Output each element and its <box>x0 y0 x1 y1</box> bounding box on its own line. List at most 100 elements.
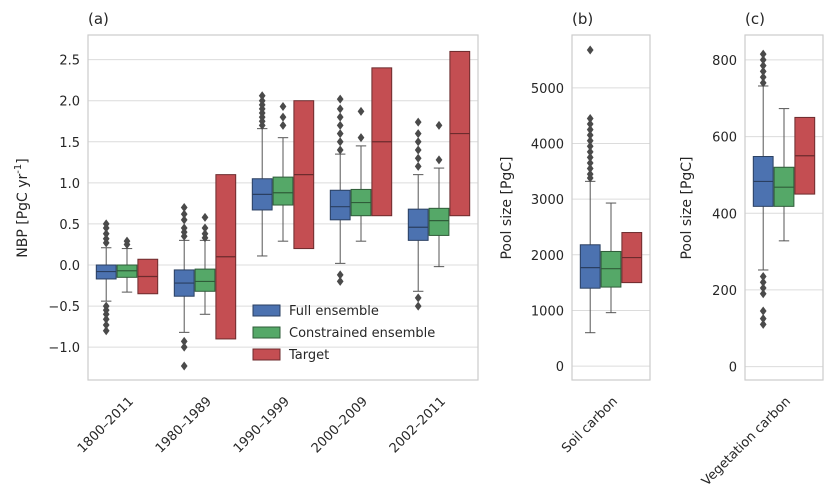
outlier-marker <box>586 169 594 179</box>
outlier-marker <box>336 270 344 280</box>
ytick-label: −0.5 <box>48 300 80 315</box>
box-constrained-ensemble <box>194 212 216 315</box>
outlier-marker <box>435 155 443 165</box>
outlier-marker <box>586 152 594 162</box>
panel-a-ylabel: NBP [PgC yr-1] <box>13 158 31 257</box>
outlier-marker <box>336 129 344 139</box>
outlier-marker <box>336 112 344 122</box>
box-full-ensemble <box>95 219 117 336</box>
xtick-label: 2000–2009 <box>309 394 371 456</box>
outlier-marker <box>336 276 344 286</box>
xtick-label: 1980–1989 <box>153 394 215 456</box>
ytick-label: 400 <box>712 207 737 222</box>
panel-c-frame <box>744 34 824 381</box>
ytick-label: 4000 <box>531 138 564 153</box>
panel-a: (a) −1.0 −0.5 0.0 0.5 1.0 1.5 2.0 2.5 1800–2011… <box>13 10 479 456</box>
outlier-marker <box>102 234 110 244</box>
outlier-marker <box>180 203 188 212</box>
outlier-marker <box>414 153 422 163</box>
box-full-ensemble <box>173 203 195 371</box>
outlier-marker <box>201 212 209 222</box>
outlier-marker <box>180 223 188 233</box>
box-target <box>621 232 643 284</box>
ytick-label: 2.0 <box>59 95 80 110</box>
outlier-marker <box>586 125 594 135</box>
outlier-marker <box>586 130 594 140</box>
legend: Full ensemble Constrained ensemble Target <box>252 304 435 363</box>
legend-swatch <box>252 348 281 361</box>
panel-b: (b) 0 1000 2000 3000 4000 5000 Soil carbon Po… <box>499 10 651 456</box>
outlier-marker <box>435 120 443 130</box>
outlier-marker <box>586 158 594 168</box>
box-full-ensemble <box>407 117 429 311</box>
ytick-label: 1000 <box>531 304 564 319</box>
panel-b-label: (b) <box>572 10 593 28</box>
box-constrained-ensemble <box>272 101 294 242</box>
outlier-marker <box>759 314 767 324</box>
box-body <box>194 268 216 292</box>
panel-a-frame <box>87 34 479 381</box>
panel-c: (c) 0 200 400 600 800 Vegetation carbon Pool… <box>679 10 824 489</box>
outlier-marker <box>586 113 594 123</box>
ytick-label: 0.0 <box>59 259 80 274</box>
xtick-label: Vegetation carbon <box>699 394 794 489</box>
outlier-marker <box>759 78 767 88</box>
box-constrained-ensemble <box>350 106 372 242</box>
box-target <box>215 174 237 340</box>
outlier-marker <box>759 289 767 299</box>
panel-a-label: (a) <box>88 10 109 28</box>
outlier-marker <box>759 49 767 59</box>
outlier-marker <box>414 301 422 311</box>
box-full-ensemble <box>329 94 351 286</box>
outlier-marker <box>180 361 188 371</box>
outlier-marker <box>357 133 365 143</box>
outlier-marker <box>102 320 110 330</box>
outlier-marker <box>102 326 110 336</box>
panel-b-frame <box>571 34 651 381</box>
ytick-label: 0 <box>729 361 737 376</box>
outlier-marker <box>586 45 594 55</box>
box-full-ensemble <box>251 91 273 257</box>
outlier-marker <box>586 136 594 146</box>
outlier-marker <box>258 91 266 101</box>
panel-a-ytick-labels: −1.0 −0.5 0.0 0.5 1.0 1.5 2.0 2.5 <box>48 54 80 356</box>
outlier-marker <box>586 147 594 157</box>
outlier-marker <box>414 129 422 139</box>
ytick-label: 2.5 <box>59 54 80 69</box>
ytick-label: 3000 <box>531 193 564 208</box>
box-constrained-ensemble <box>116 236 138 293</box>
ytick-label: −1.0 <box>48 341 80 356</box>
panel-a-xtick-labels: 1800–2011 1980–1989 1990–1999 2000–2009 2002… <box>75 394 449 456</box>
panel-b-ylabel: Pool size [PgC] <box>499 156 515 259</box>
box-body <box>428 207 450 236</box>
box-target <box>293 100 315 250</box>
ytick-label: 1.5 <box>59 136 80 151</box>
outlier-marker <box>102 314 110 324</box>
outlier-marker <box>102 219 110 229</box>
panel-a-boxes <box>95 50 471 371</box>
outlier-marker <box>759 66 767 76</box>
box-constrained-ensemble <box>600 202 622 314</box>
outlier-marker <box>759 283 767 293</box>
outlier-marker <box>759 61 767 71</box>
box-body <box>272 176 294 206</box>
outlier-marker <box>357 106 365 116</box>
box-target <box>371 67 393 217</box>
xtick-label: 1990–1999 <box>231 394 293 456</box>
outlier-marker <box>102 229 110 239</box>
outlier-marker <box>414 137 422 147</box>
outlier-marker <box>180 209 188 219</box>
outlier-marker <box>279 101 287 111</box>
box-body <box>407 208 429 241</box>
box-target <box>449 50 471 217</box>
panel-b-boxes <box>579 45 643 334</box>
outlier-marker <box>759 306 767 316</box>
ytick-label: 600 <box>712 131 737 146</box>
xtick-label: Soil carbon <box>559 394 621 456</box>
box-body <box>579 244 601 289</box>
box-body <box>329 189 351 221</box>
panel-c-label: (c) <box>745 10 765 28</box>
outlier-marker <box>414 161 422 171</box>
panel-c-ytick-labels: 0 200 400 600 800 <box>712 54 737 376</box>
panel-a-ylabel-sup: -1 <box>13 164 24 174</box>
